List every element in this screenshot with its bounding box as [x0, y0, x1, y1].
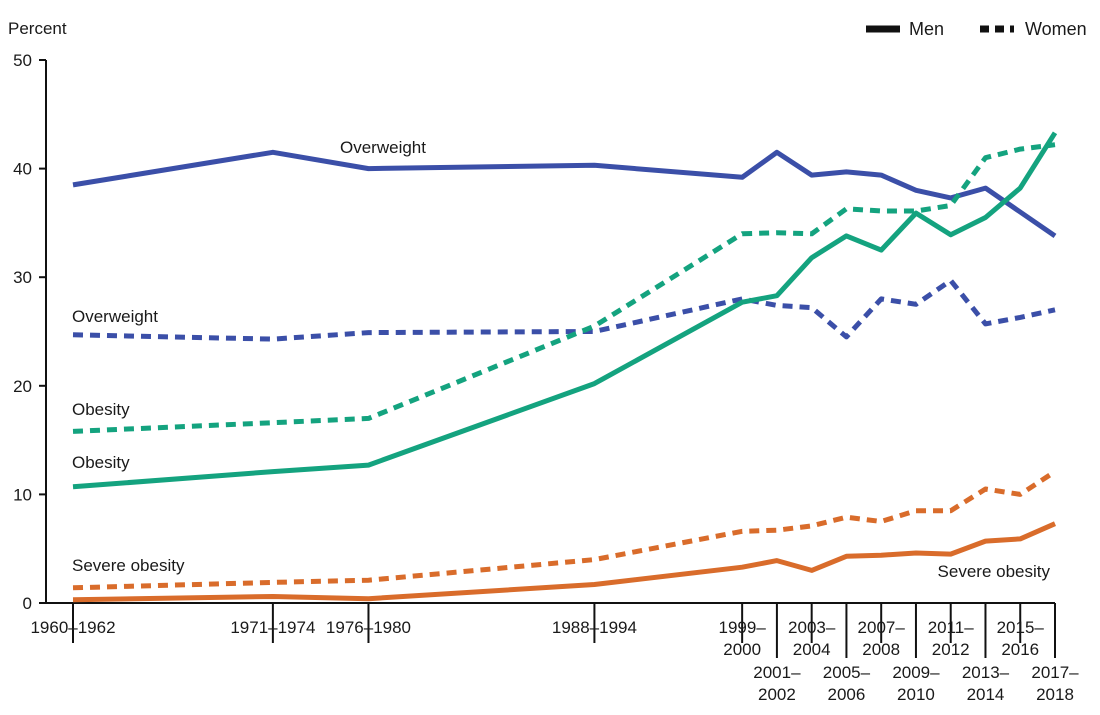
series-annotation: Obesity	[72, 400, 130, 419]
x-tick-label: 2010	[897, 685, 935, 704]
annotations: Overweight Overweight Obesity Obesity Severe…	[72, 138, 1050, 581]
series-annotation: Overweight	[340, 138, 426, 157]
x-tick-label: 1976–1980	[326, 618, 411, 637]
x-tick-label: 2003–	[788, 618, 836, 637]
series-line-overweight-women	[72, 278, 1056, 342]
x-tick-label: 2008	[862, 640, 900, 659]
x-tick-label: 2013–	[962, 663, 1010, 682]
x-tick-label: 1999–	[719, 618, 767, 637]
y-axis-title: Percent	[8, 19, 67, 38]
legend: Men Women	[866, 19, 1087, 39]
legend-label-men: Men	[909, 19, 944, 39]
series-line-severe-obesity-women	[72, 469, 1057, 591]
x-tick-label: 2011–	[928, 618, 975, 637]
x-tick-label: 2017–	[1031, 663, 1079, 682]
x-tick-label: 2005–	[823, 663, 871, 682]
y-tick-label: 50	[13, 51, 32, 70]
x-tick-label: 2006	[828, 685, 866, 704]
y-tick-label: 10	[13, 485, 32, 504]
x-tick-label: 1971–1974	[230, 618, 315, 637]
x-tick-label: 1960–1962	[30, 618, 115, 637]
x-tick-label: 2016	[1001, 640, 1039, 659]
series-line-obesity-men	[72, 131, 1058, 490]
y-tick-label: 20	[13, 377, 32, 396]
x-tick-label: 2002	[758, 685, 796, 704]
x-tick-label: 2015–	[997, 618, 1045, 637]
series-annotation: Severe obesity	[938, 562, 1051, 581]
y-tick-label: 40	[13, 160, 32, 179]
x-tick-label: 2012	[932, 640, 970, 659]
x-tick-label: 2009–	[892, 663, 940, 682]
x-tick-label: 2001–	[753, 663, 801, 682]
axes: 0 10 20 30 40 50 1960–1962 1971–1974 1976–1980 19…	[13, 51, 1079, 704]
x-tick-label: 2000	[723, 640, 761, 659]
series-annotation: Obesity	[72, 453, 130, 472]
y-tick-label: 0	[23, 594, 32, 613]
series-line-overweight-men	[72, 149, 1057, 238]
series-layer	[72, 131, 1058, 603]
legend-label-women: Women	[1025, 19, 1087, 39]
series-annotation: Overweight	[72, 307, 158, 326]
series-line-obesity-women	[72, 142, 1056, 434]
series-annotation: Severe obesity	[72, 556, 185, 575]
x-tick-label: 2004	[793, 640, 831, 659]
y-axis-label: Percent	[8, 19, 67, 38]
y-tick-label: 30	[13, 268, 32, 287]
x-tick-label: 2007–	[858, 618, 906, 637]
x-tick-label: 2018	[1036, 685, 1074, 704]
series-line-severe-obesity-men	[72, 521, 1057, 603]
x-tick-label: 1988–1994	[552, 618, 637, 637]
x-tick-label: 2014	[967, 685, 1005, 704]
